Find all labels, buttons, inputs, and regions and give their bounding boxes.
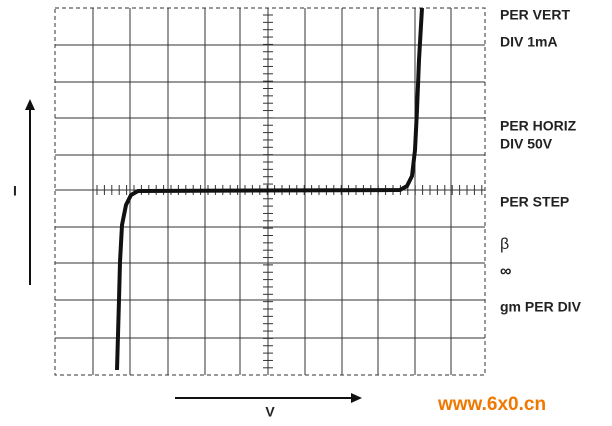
panel-text: ∞ [500, 263, 511, 280]
watermark: www.6x0.cn [437, 394, 546, 415]
y-label: I [13, 183, 17, 199]
panel-text: PER STEP [500, 194, 569, 210]
trace [115, 7, 424, 371]
panel-text: PER HORIZ [500, 118, 577, 134]
panel-text: β [500, 236, 509, 253]
panel-text: DIV 1mA [500, 34, 558, 50]
panel-text: DIV 50V [500, 136, 553, 152]
panel-text: gm PER DIV [500, 299, 582, 315]
graticule [55, 8, 485, 375]
x-arrow-head [351, 393, 362, 403]
border [54, 7, 486, 376]
x-label: V [265, 404, 275, 420]
y-arrow-head [25, 99, 35, 110]
panel-text: PER VERT [500, 7, 570, 23]
